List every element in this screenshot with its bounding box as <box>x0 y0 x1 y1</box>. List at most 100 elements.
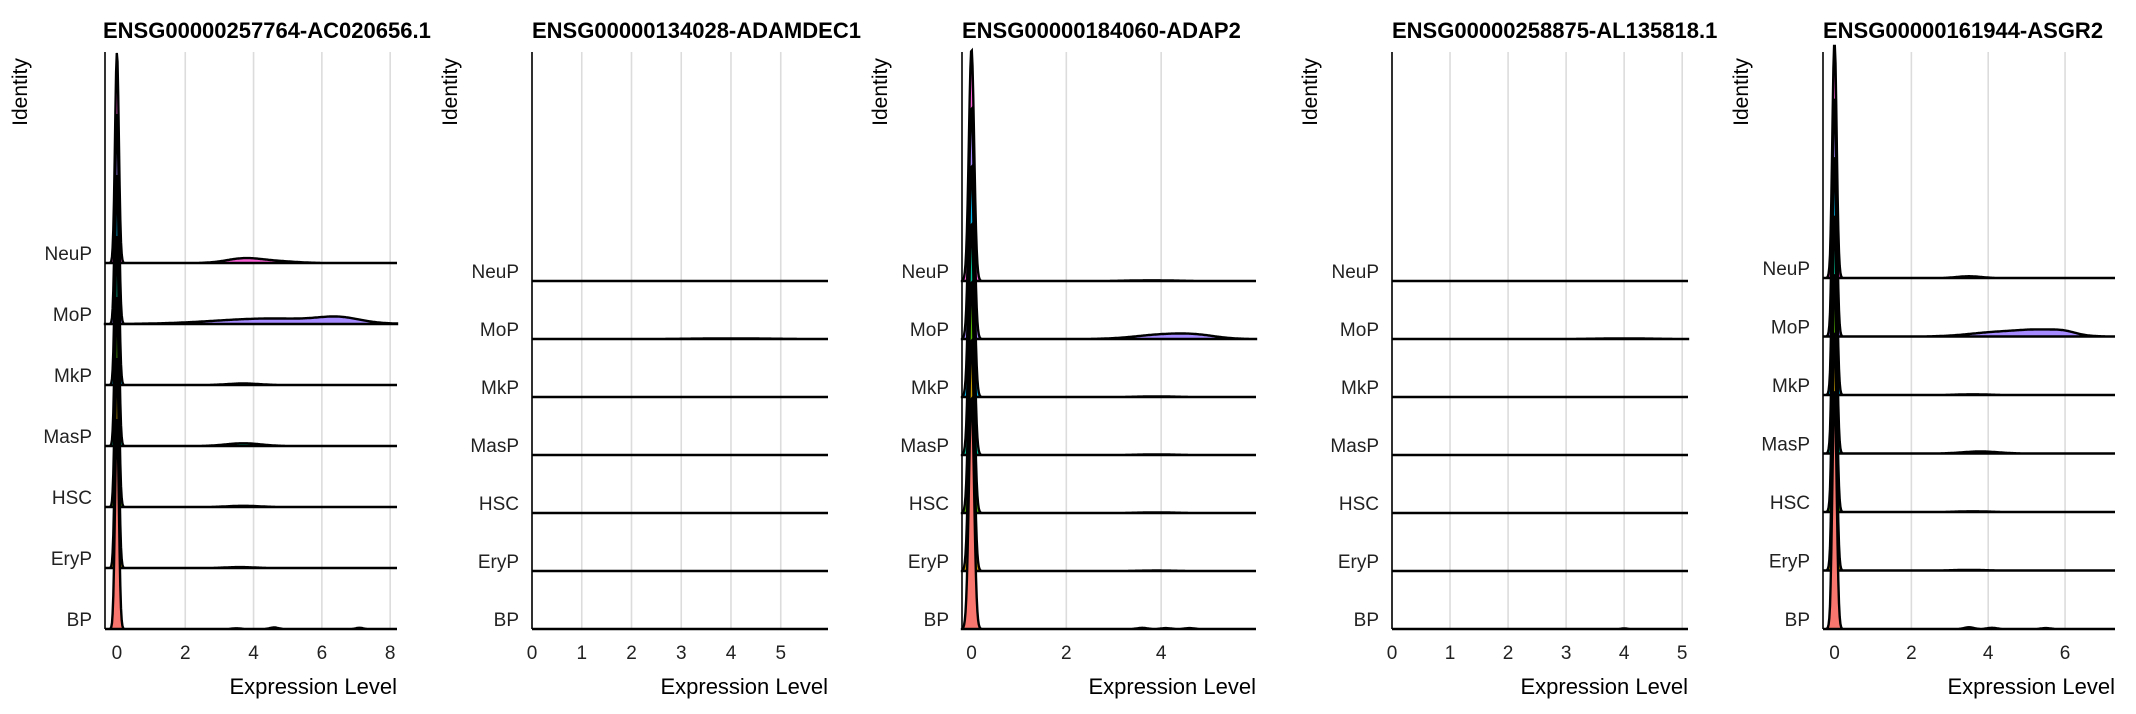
category-label: NeuP <box>1762 259 1810 280</box>
ridge-MoP <box>1392 337 1690 341</box>
x-tick-label: 0 <box>112 643 123 664</box>
y-axis-label: Identity <box>439 58 462 126</box>
ridge-panel-2: ENSG00000134028-ADAMDEC1 Identity Expressi… <box>439 18 861 699</box>
x-tick-label: 2 <box>626 643 637 664</box>
ridge-MasP <box>1823 215 2115 455</box>
y-axis-label: Identity <box>1730 58 1753 126</box>
category-label: MasP <box>1761 435 1810 456</box>
ridge-panel-1: ENSG00000257764-AC020656.1 Identity Expres… <box>9 18 431 699</box>
ridge-MoP <box>960 105 1258 341</box>
category-label: HSC <box>479 494 519 515</box>
category-label: MoP <box>910 320 949 341</box>
x-axis-label: Expression Level <box>229 674 397 699</box>
ridge-NeuP <box>960 47 1256 283</box>
x-tick-label: 2 <box>180 643 191 664</box>
category-label: HSC <box>909 494 949 515</box>
ridge-EryP <box>960 337 1256 573</box>
category-label: MkP <box>1341 378 1379 399</box>
x-tick-label: 8 <box>385 643 396 664</box>
x-tick-label: 0 <box>1387 643 1398 664</box>
category-label: HSC <box>52 488 92 509</box>
category-label: MoP <box>1771 318 1810 339</box>
ridge-MoP <box>103 113 399 326</box>
y-axis-label: Identity <box>1299 58 1322 126</box>
ridge-MoP <box>1823 98 2115 338</box>
category-label: EryP <box>478 552 519 573</box>
x-tick-label: 5 <box>775 643 786 664</box>
category-label: MkP <box>911 378 949 399</box>
x-tick-label: 0 <box>1829 643 1840 664</box>
y-axis-label: Identity <box>869 58 892 126</box>
category-label: MasP <box>470 436 519 457</box>
x-tick-label: 4 <box>726 643 737 664</box>
panel-title: ENSG00000258875-AL135818.1 <box>1392 18 1717 43</box>
x-tick-label: 2 <box>1061 643 1072 664</box>
category-label: NeuP <box>901 262 949 283</box>
ridge-NeuP <box>105 53 397 265</box>
panel-title: ENSG00000161944-ASGR2 <box>1823 18 2103 43</box>
x-tick-label: 3 <box>1561 643 1572 664</box>
category-label: MoP <box>53 305 92 326</box>
x-tick-label: 0 <box>966 643 977 664</box>
x-axis-label: Expression Level <box>1088 674 1256 699</box>
category-label: EryP <box>908 552 949 573</box>
category-label: NeuP <box>471 262 519 283</box>
category-label: BP <box>1354 610 1379 631</box>
category-label: MoP <box>1340 320 1379 341</box>
panel-title: ENSG00000257764-AC020656.1 <box>103 18 431 43</box>
category-label: MasP <box>900 436 949 457</box>
category-label: BP <box>1785 610 1810 631</box>
ridge-MasP <box>960 221 1256 457</box>
category-label: EryP <box>1338 552 1379 573</box>
x-tick-label: 6 <box>2060 643 2071 664</box>
x-axis-label: Expression Level <box>1947 674 2115 699</box>
ridge-MkP <box>960 163 1256 399</box>
ridge-panel-4: ENSG00000258875-AL135818.1 Identity Expres… <box>1299 18 1717 699</box>
ridge-NeuP <box>1823 44 2115 280</box>
ridge-panel-5: ENSG00000161944-ASGR2 Identity Expression … <box>1730 18 2115 699</box>
category-label: HSC <box>1770 493 1810 514</box>
ridge-MasP <box>105 236 397 448</box>
category-label: MasP <box>43 427 92 448</box>
ridge-EryP <box>105 358 397 570</box>
x-tick-label: 4 <box>1619 643 1630 664</box>
y-axis-label: Identity <box>9 58 32 126</box>
category-label: BP <box>67 610 92 631</box>
ridge-EryP <box>1823 332 2115 572</box>
category-label: MkP <box>481 378 519 399</box>
category-label: EryP <box>1769 552 1810 573</box>
category-label: NeuP <box>44 244 92 265</box>
panel-title: ENSG00000134028-ADAMDEC1 <box>532 18 861 43</box>
ridge-BP <box>1823 391 2115 631</box>
category-label: NeuP <box>1331 262 1379 283</box>
x-tick-label: 1 <box>1445 643 1456 664</box>
x-tick-label: 4 <box>248 643 259 664</box>
x-tick-label: 5 <box>1677 643 1688 664</box>
ridge-MkP <box>105 175 397 387</box>
ridge-BP <box>960 395 1256 631</box>
x-axis-label: Expression Level <box>1520 674 1688 699</box>
category-label: BP <box>924 610 949 631</box>
x-tick-label: 4 <box>1156 643 1167 664</box>
ridge-BP <box>1392 627 1688 631</box>
x-tick-label: 4 <box>1983 643 1994 664</box>
x-tick-label: 2 <box>1503 643 1514 664</box>
ridge-HSC <box>1823 274 2115 514</box>
x-tick-label: 0 <box>527 643 538 664</box>
x-tick-label: 1 <box>576 643 587 664</box>
ridge-panel-3: ENSG00000184060-ADAP2 Identity Expression … <box>869 18 1258 699</box>
ridge-HSC <box>960 279 1256 515</box>
ridge-MkP <box>1823 157 2115 397</box>
category-label: MasP <box>1330 436 1379 457</box>
category-label: EryP <box>51 549 92 570</box>
category-label: MkP <box>1772 376 1810 397</box>
x-tick-label: 6 <box>317 643 328 664</box>
category-label: HSC <box>1339 494 1379 515</box>
panel-title: ENSG00000184060-ADAP2 <box>962 18 1241 43</box>
x-axis-label: Expression Level <box>660 674 828 699</box>
ridge-BP <box>105 419 397 631</box>
category-label: BP <box>494 610 519 631</box>
ridge-MoP <box>532 337 828 341</box>
category-label: MkP <box>54 366 92 387</box>
